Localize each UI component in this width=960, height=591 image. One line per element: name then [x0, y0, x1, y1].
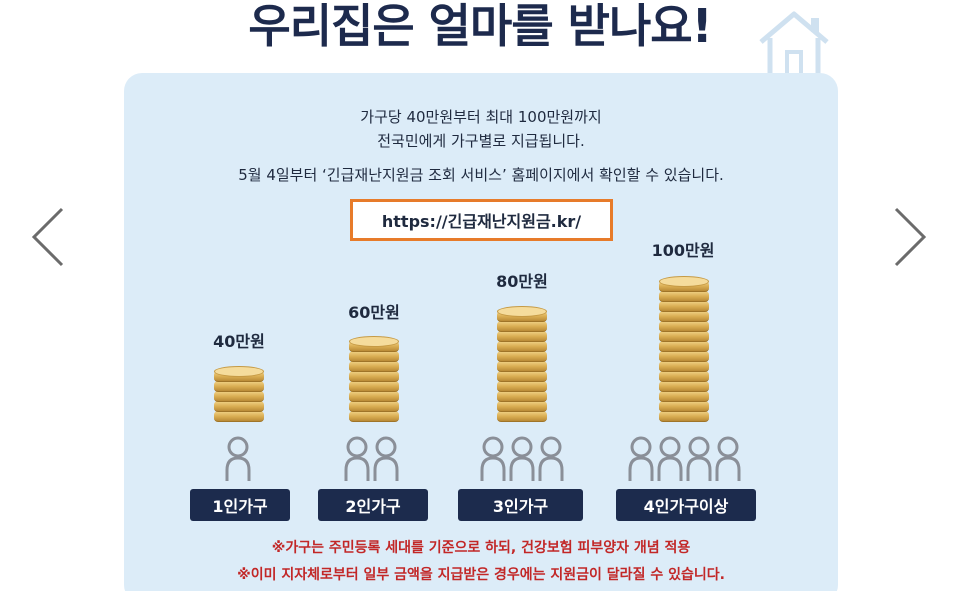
coin: [349, 401, 399, 412]
coin-stack-icon: [659, 267, 709, 422]
coin: [659, 411, 709, 422]
coin: [497, 411, 547, 422]
coin: [497, 331, 547, 342]
coin-top: [497, 306, 547, 317]
coin: [659, 321, 709, 332]
coin-stack-icon: [214, 358, 264, 422]
household-4-people: [628, 436, 744, 484]
household-2-people: [344, 436, 404, 484]
coin-top: [214, 366, 264, 377]
coin-top: [349, 336, 399, 347]
amount-label-4: 100만원: [651, 241, 715, 260]
coin: [497, 321, 547, 332]
person-outline-icon: [373, 436, 399, 481]
badge-2-person: 2인가구: [318, 489, 428, 521]
household-1-people: [225, 436, 255, 484]
amount-label-3: 80만원: [496, 272, 548, 291]
coin: [214, 381, 264, 392]
coin: [214, 411, 264, 422]
coin: [497, 391, 547, 402]
website-url-link[interactable]: https://긴급재난지원금.kr/: [350, 199, 613, 241]
household-3-people: [480, 436, 568, 484]
coin: [497, 341, 547, 352]
coin: [659, 391, 709, 402]
chevron-left-icon[interactable]: [28, 205, 68, 269]
amount-label-1: 40만원: [213, 332, 265, 351]
coin: [659, 361, 709, 372]
badge-1-person: 1인가구: [190, 489, 290, 521]
coin: [349, 411, 399, 422]
footnote-household-definition: ※가구는 주민등록 세대를 기준으로 하되, 건강보험 피부양자 개념 적용: [271, 540, 691, 556]
coin: [349, 381, 399, 392]
description-line-1: 가구당 40만원부터 최대 100만원까지: [360, 108, 602, 126]
coin-stack-icon: [349, 328, 399, 422]
footnote-local-support: ※이미 지자체로부터 일부 금액을 지급받은 경우에는 지원금이 달라질 수 있…: [237, 567, 725, 583]
coin: [497, 371, 547, 382]
coin: [349, 351, 399, 362]
coin: [659, 381, 709, 392]
coin-top: [659, 276, 709, 287]
person-outline-icon: [538, 436, 564, 481]
headline: 우리집은 얼마를 받나요!: [248, 0, 712, 53]
coin: [659, 371, 709, 382]
person-outline-icon: [657, 436, 683, 481]
coin-stack-icon: [497, 297, 547, 422]
person-outline-icon: [715, 436, 741, 481]
coin: [659, 291, 709, 302]
coin: [497, 361, 547, 372]
description-line-2: 전국민에게 가구별로 지급됩니다.: [377, 132, 585, 150]
coin: [214, 391, 264, 402]
house-outline-icon: [759, 11, 829, 78]
coin: [497, 401, 547, 412]
coin: [349, 361, 399, 372]
badge-4-person: 4인가구이상: [616, 489, 756, 521]
coin: [349, 391, 399, 402]
coin: [214, 401, 264, 412]
person-outline-icon: [480, 436, 506, 481]
coin: [659, 311, 709, 322]
coin: [659, 301, 709, 312]
coin: [659, 341, 709, 352]
description-line-3: 5월 4일부터 ‘긴급재난지원금 조회 서비스’ 홈페이지에서 확인할 수 있습…: [238, 166, 724, 184]
person-outline-icon: [686, 436, 712, 481]
person-outline-icon: [509, 436, 535, 481]
person-outline-icon: [225, 436, 251, 481]
person-outline-icon: [344, 436, 370, 481]
coin: [349, 371, 399, 382]
coin: [659, 401, 709, 412]
coin: [497, 381, 547, 392]
person-outline-icon: [628, 436, 654, 481]
coin: [659, 351, 709, 362]
coin: [497, 351, 547, 362]
amount-label-2: 60만원: [348, 303, 400, 322]
chevron-right-icon[interactable]: [890, 205, 930, 269]
badge-3-person: 3인가구: [458, 489, 583, 521]
coin: [659, 331, 709, 342]
